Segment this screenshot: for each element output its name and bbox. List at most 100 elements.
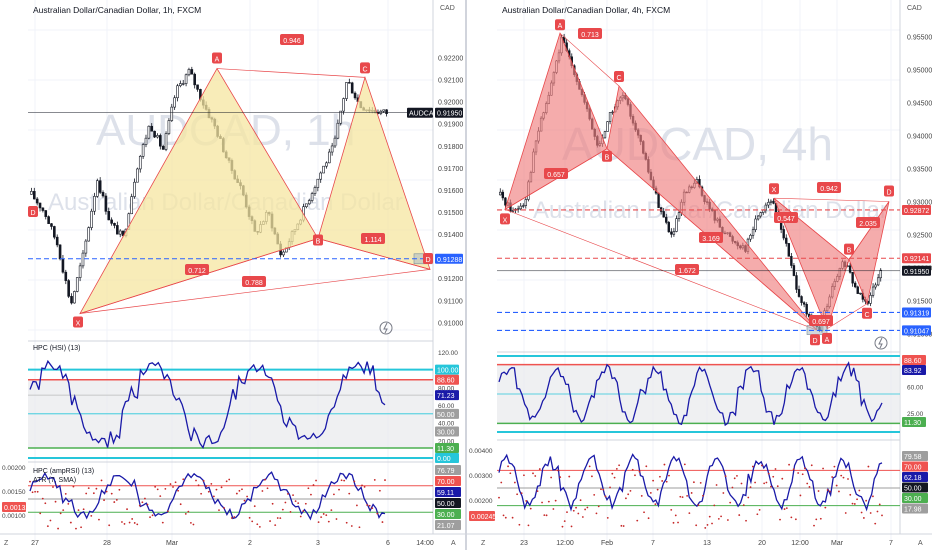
atr-dot xyxy=(831,476,834,478)
atr-dot xyxy=(294,500,297,503)
candle-body xyxy=(333,137,337,147)
right-price-tag: 0.92141 xyxy=(904,256,929,263)
left-corner-z[interactable]: Z xyxy=(4,540,9,547)
pane-divider[interactable] xyxy=(465,0,467,550)
candle-body xyxy=(107,211,111,221)
atr-dot xyxy=(77,509,80,512)
right-price-tag-bg xyxy=(902,253,931,264)
atr-dot xyxy=(720,515,722,518)
atr-dot xyxy=(568,475,571,478)
right-amp-tag: 62.18 xyxy=(904,475,922,482)
atr-dot xyxy=(697,504,700,506)
atr-dot xyxy=(251,520,254,523)
right-lightning-icon[interactable] xyxy=(874,336,888,350)
atr-dot xyxy=(281,508,284,511)
atr-dot xyxy=(115,499,118,501)
right-price-tick: 0.92500 xyxy=(907,233,932,240)
atr-dot xyxy=(740,482,743,485)
right-amp-tag: 70.00 xyxy=(904,465,922,472)
left-amp-tick: 0.00150 xyxy=(2,489,26,496)
candle-body xyxy=(754,218,757,230)
candle-body xyxy=(47,216,50,224)
candle-body xyxy=(116,225,119,235)
right-hsi-tag-bg xyxy=(902,355,926,365)
candle-body xyxy=(181,83,185,85)
atr-dot xyxy=(826,489,829,491)
candle-body xyxy=(118,230,122,235)
atr-dot xyxy=(835,484,838,487)
atr-dot xyxy=(220,486,223,489)
right-amp-tag: 17.98 xyxy=(904,507,922,514)
right-point-c1: C xyxy=(616,75,621,82)
atr-dot xyxy=(361,484,363,487)
candle-body xyxy=(859,292,862,295)
right-amprsi-panel: 0.00400 0.00300 0.00200 79.58 70.00 62.18 50.0… xyxy=(469,448,928,529)
right-point-x2-bg xyxy=(769,183,779,195)
atr-dot xyxy=(39,512,42,515)
right-point-a2: A xyxy=(825,337,830,344)
left-time-tick: Mar xyxy=(166,540,179,547)
left-ratio-3-bg xyxy=(361,233,385,244)
left-price-tick: 0.91800 xyxy=(438,144,463,151)
atr-dot xyxy=(261,490,264,492)
atr-dot xyxy=(649,492,652,494)
right-pattern-line xyxy=(848,201,890,260)
right-hsi-tag-bg xyxy=(902,365,926,375)
atr-dot xyxy=(310,493,312,496)
left-amp-tick: 0.00100 xyxy=(2,513,26,520)
right-hsi-tick: 60.00 xyxy=(907,384,924,391)
right-atr-tag-bg xyxy=(469,511,495,521)
atr-dot xyxy=(205,485,208,487)
right-ratio-0: 0.713 xyxy=(581,32,599,39)
left-chart-pane[interactable]: AUDCAD, 1h Australian Dollar/Canadian Do… xyxy=(0,0,465,550)
atr-dot xyxy=(207,490,210,493)
right-ratio-1: 0.657 xyxy=(547,172,565,179)
oscillator-line xyxy=(29,471,386,521)
right-price-tag: 0.92872 xyxy=(904,208,929,215)
atr-dot xyxy=(783,508,786,510)
candle-body xyxy=(805,303,808,315)
candle-body xyxy=(797,289,801,297)
atr-dot xyxy=(536,490,539,493)
atr-dot xyxy=(31,491,34,494)
right-corner-z[interactable]: Z xyxy=(481,540,486,547)
atr-dot xyxy=(872,495,874,498)
atr-dot xyxy=(46,525,49,528)
atr-dot xyxy=(611,472,614,475)
atr-dot xyxy=(353,480,356,483)
atr-dot xyxy=(758,508,761,511)
atr-dot xyxy=(563,520,566,523)
right-pattern-line xyxy=(504,209,818,331)
right-hsi-tag: 11.30 xyxy=(904,420,921,427)
atr-dot xyxy=(869,512,872,514)
atr-dot xyxy=(686,494,689,497)
atr-dot xyxy=(266,487,269,490)
atr-dot xyxy=(670,508,673,511)
candle-body xyxy=(90,210,93,228)
candle-body xyxy=(382,109,386,112)
left-time-tick: 3 xyxy=(316,540,320,547)
atr-dot xyxy=(228,478,231,481)
candle-body xyxy=(353,92,357,99)
atr-dot xyxy=(187,510,190,513)
candle-body xyxy=(136,168,139,183)
candle-body xyxy=(50,223,53,227)
right-point-x1-bg xyxy=(500,213,510,225)
atr-dot xyxy=(358,526,361,529)
atr-dot xyxy=(212,495,215,498)
right-ratio-5: 0.547 xyxy=(777,216,795,223)
atr-dot xyxy=(57,527,59,530)
right-corner-a[interactable]: A xyxy=(918,540,923,547)
candle-body xyxy=(327,151,331,164)
atr-dot xyxy=(774,468,777,470)
candle-body xyxy=(30,191,33,195)
left-harmonic-pattern xyxy=(79,67,433,315)
atr-dot xyxy=(307,487,310,490)
left-corner-a[interactable]: A xyxy=(451,540,456,547)
left-lightning-icon[interactable] xyxy=(379,321,393,335)
right-chart-pane[interactable]: AUDCAD, 4h Australian Dollar/Canadian Do… xyxy=(467,0,932,550)
left-amp-title: HPC (ampRSI) (13) xyxy=(33,468,94,475)
candle-body xyxy=(44,210,48,217)
right-time-tick: 23 xyxy=(520,540,528,547)
atr-dot xyxy=(754,481,756,484)
